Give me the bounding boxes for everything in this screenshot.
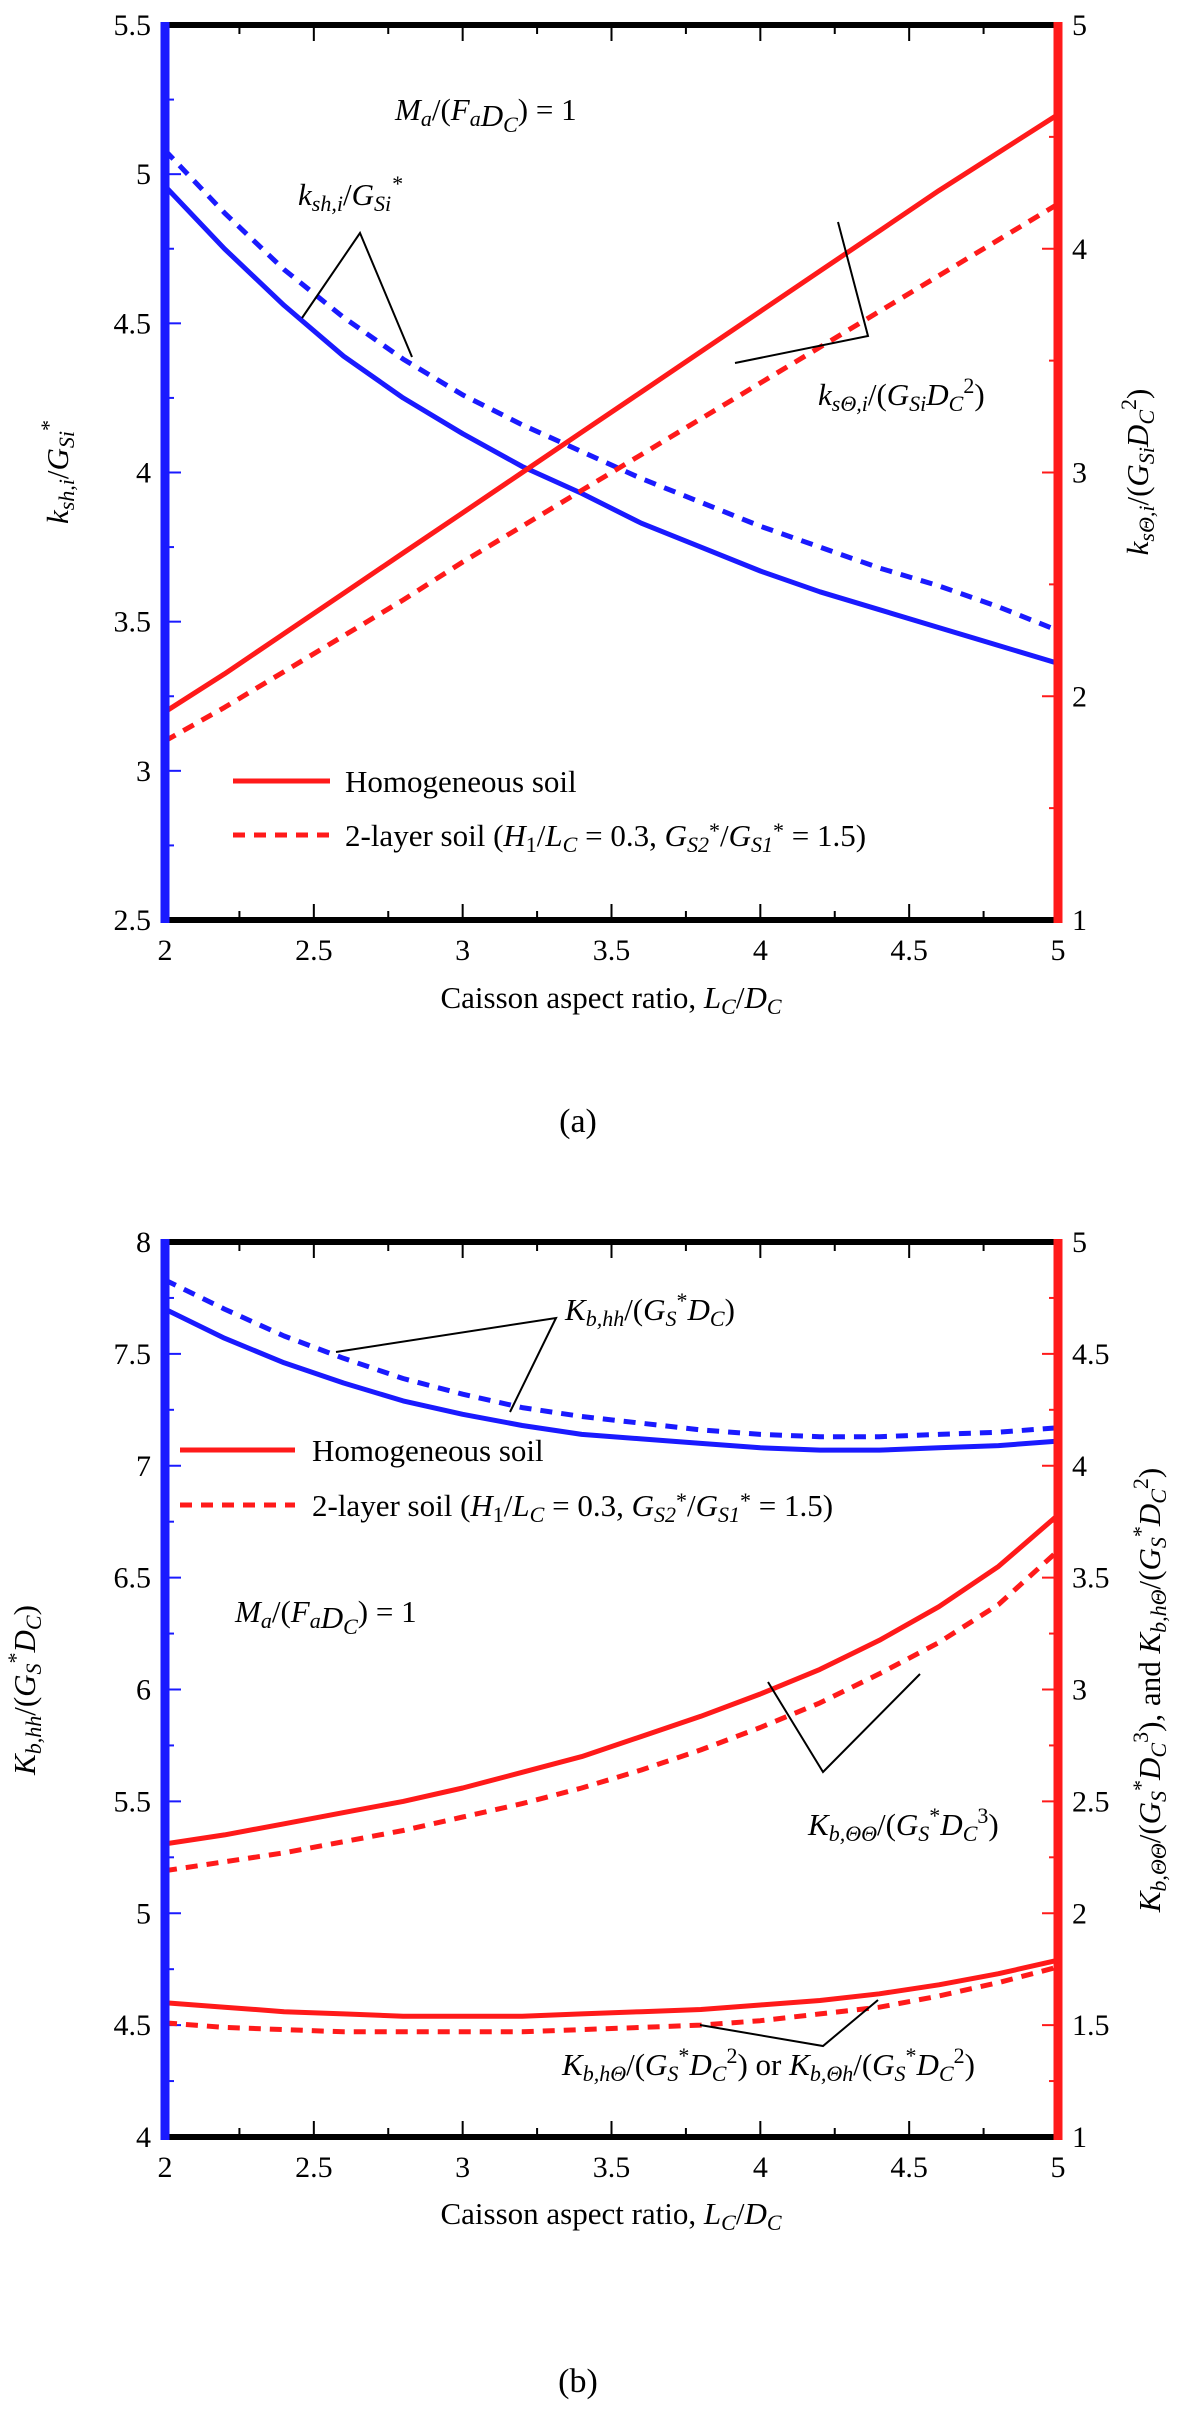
chart-a-left-tick-label: 3.5 (114, 606, 152, 639)
chart-b-x-tick-label: 4.5 (890, 2151, 928, 2184)
chart-a-left-tick-label: 4.5 (114, 307, 152, 340)
chart-a-series-0-solid-line (165, 184, 1058, 666)
chart-b-series-5-dashed-line (165, 1964, 1058, 2035)
chart-b-x-tick-label: 5 (1051, 2151, 1066, 2184)
chart-a-panel-label: (a) (559, 1103, 597, 1140)
chart-b-right-tick-label: 3.5 (1072, 1562, 1110, 1595)
chart-a-series (165, 112, 1058, 744)
chart-b-leader-kbtt (767, 1673, 921, 1774)
chart-a-right-tick-label: 5 (1072, 9, 1087, 42)
chart-b-right-tick-label: 2.5 (1072, 1785, 1110, 1818)
chart-a-leader-ksh (301, 230, 413, 358)
chart-b-right-tick-label: 5 (1072, 1226, 1087, 1259)
chart-a-left-tick-label: 4 (136, 457, 151, 490)
chart-b-ylabel-right: Kb,ΘΘ/(GS*DC3), and Kb,hΘ/(GS*DC2) (1128, 1468, 1171, 1914)
chart-a-legend-dashed-label: 2-layer soil (H1/LC = 0.3, GS2*/GS1* = 1… (345, 818, 866, 857)
chart-a-x-tick-label: 4.5 (890, 934, 928, 967)
chart-a-right-tick-label: 2 (1072, 680, 1087, 713)
chart-b-series-0-solid-line (165, 1306, 1058, 1453)
chart-a-series-3-dashed-line (165, 201, 1058, 744)
chart-b-series-2-solid-line (165, 1513, 1058, 1847)
chart-b-x-tick-label: 4 (753, 2151, 768, 2184)
chart-b-x-tick-label: 2 (158, 2151, 173, 2184)
chart-b-x-tick-label: 2.5 (295, 2151, 333, 2184)
chart-a-legend: Homogeneous soil 2-layer soil (H1/LC = 0… (233, 764, 866, 857)
chart-b-right-tick-label: 2 (1072, 1897, 1087, 1930)
chart-a-x-tick-label: 2 (158, 934, 173, 967)
chart-a-x-tick-label: 5 (1051, 934, 1066, 967)
chart-b-series-1-dashed-line (165, 1277, 1058, 1440)
chart-b-axes: 2 2.5 3 3.5 4 4.5 5 4 4.5 5 5.5 6 6.5 7 7.5 8 1 1.5 2 2.5 3 3… (114, 1226, 1110, 2184)
chart-b-left-tick-label: 8 (136, 1226, 151, 1259)
chart-b-series-3-dashed-line (165, 1548, 1058, 1874)
chart-b-leader-kbht (699, 1999, 879, 2048)
chart-b-legend-solid-label: Homogeneous soil (312, 1433, 544, 1468)
chart-b-ticks (164, 1241, 1059, 2138)
chart-b-left-tick-label: 6 (136, 1674, 151, 1707)
chart-b-legend: Homogeneous soil 2-layer soil (H1/LC = 0… (180, 1433, 833, 1527)
chart-b-left-tick-label: 4.5 (114, 2009, 152, 2042)
chart-b-x-tick-label: 3.5 (593, 2151, 631, 2184)
chart-b-leader-kbhh (335, 1316, 558, 1413)
chart-b-annotation-kbht: Kb,hΘ/(GS*DC2) or Kb,Θh/(GS*DC2) (561, 2043, 975, 2086)
chart-panel-b: 2 2.5 3 3.5 4 4.5 5 4 4.5 5 5.5 6 6.5 7 7.5 8 1 1.5 2 2.5 3 3… (3, 1226, 1171, 2400)
chart-b-left-tick-label: 5.5 (114, 1785, 152, 1818)
chart-a-x-tick-label: 3.5 (593, 934, 631, 967)
chart-b-annotation-ratio: Ma/(FaDC) = 1 (234, 1594, 417, 1639)
chart-a-left-tick-label: 5.5 (114, 9, 152, 42)
chart-b-right-tick-label: 1.5 (1072, 2009, 1110, 2042)
chart-b-right-tick-label: 4 (1072, 1450, 1087, 1483)
chart-a-right-tick-label: 1 (1072, 904, 1087, 937)
chart-b-left-tick-label: 7 (136, 1450, 151, 1483)
chart-b-left-tick-label: 6.5 (114, 1562, 152, 1595)
chart-b-annotation-kbhh: Kb,hh/(GS*DC) (564, 1288, 735, 1331)
chart-b-legend-dashed-label: 2-layer soil (H1/LC = 0.3, GS2*/GS1* = 1… (312, 1488, 833, 1527)
chart-b-left-tick-label: 5 (136, 1897, 151, 1930)
chart-b-annotation-kbtt: Kb,ΘΘ/(GS*DC3) (807, 1803, 999, 1846)
chart-b-right-tick-label: 3 (1072, 1674, 1087, 1707)
chart-a-right-tick-label: 4 (1072, 233, 1087, 266)
chart-b-right-tick-label: 1 (1072, 2121, 1087, 2154)
chart-a-left-tick-label: 2.5 (114, 904, 152, 937)
chart-a-annotation-ksh: ksh,i/GSi* (298, 171, 402, 216)
chart-b-left-tick-label: 7.5 (114, 1338, 152, 1371)
chart-a-xlabel: Caisson aspect ratio, LC/DC (440, 980, 781, 1019)
chart-a-x-tick-label: 4 (753, 934, 768, 967)
chart-a-right-tick-label: 3 (1072, 457, 1087, 490)
chart-a-leader-ktheta (734, 221, 870, 364)
chart-b-ylabel-left: Kb,hh/(GS*DC) (3, 1605, 46, 1776)
chart-b-xlabel: Caisson aspect ratio, LC/DC (440, 2196, 781, 2235)
chart-a-left-tick-label: 5 (136, 158, 151, 191)
chart-b-series (165, 1277, 1058, 2035)
chart-a-series-1-dashed-line (165, 148, 1058, 633)
chart-b-panel-label: (b) (558, 2363, 598, 2400)
chart-a-x-tick-label: 2.5 (295, 934, 333, 967)
chart-b-right-tick-label: 4.5 (1072, 1338, 1110, 1371)
chart-a-legend-solid-label: Homogeneous soil (345, 764, 577, 799)
chart-b-left-tick-label: 4 (136, 2121, 151, 2154)
chart-a-x-tick-label: 3 (455, 934, 470, 967)
chart-a-series-2-solid-line (165, 112, 1058, 715)
chart-a-ylabel-right: ksΘ,i/(GSiDC2) (1116, 389, 1159, 556)
chart-a-ticks (164, 24, 1059, 921)
chart-a-annotation-ratio: Ma/(FaDC) = 1 (394, 92, 577, 137)
chart-b-series-4-solid-line (165, 1957, 1058, 2019)
chart-b-x-tick-label: 3 (455, 2151, 470, 2184)
chart-a-left-tick-label: 3 (136, 755, 151, 788)
chart-a-ylabel-left: ksh,i/GSi* (36, 420, 79, 524)
chart-a-annotation-ktheta: ksΘ,i/(GSiDC2) (818, 373, 985, 416)
